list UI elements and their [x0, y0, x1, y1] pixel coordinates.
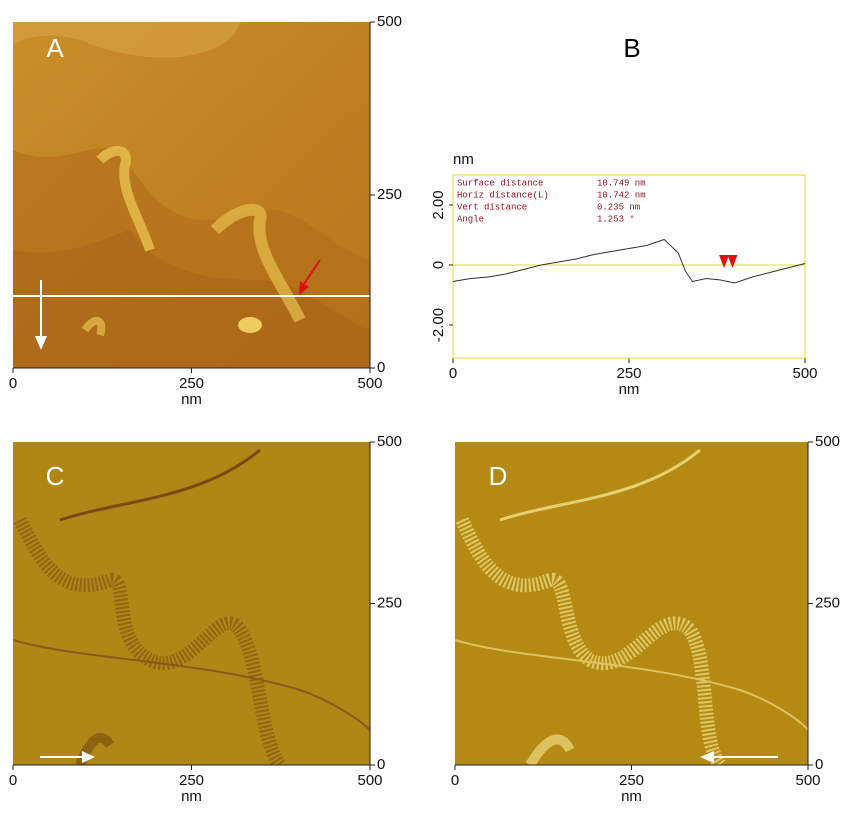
cursor-marker: [727, 255, 738, 268]
y-tick-label: 0: [430, 261, 447, 269]
profile-info: Horiz distance(L): [457, 190, 549, 200]
x-tick-label: 500: [792, 365, 817, 382]
y-axis-label: nm: [453, 151, 474, 168]
x-axis-label: nm: [619, 381, 640, 398]
x-tick-label: 0: [9, 772, 17, 789]
panel-label: D: [489, 461, 508, 491]
y-tick-label: 250: [815, 594, 840, 611]
x-tick-label: 250: [179, 772, 204, 789]
x-tick-label: 500: [357, 772, 382, 789]
x-axis-label: nm: [181, 391, 202, 408]
profile-info: 10.742 nm: [597, 190, 646, 200]
y-tick-label: 250: [377, 186, 402, 203]
panel-label: B: [623, 33, 640, 63]
y-tick-label: 500: [377, 13, 402, 30]
x-tick-label: 500: [357, 375, 382, 392]
panel-label: A: [46, 33, 64, 63]
cursor-marker: [719, 255, 730, 268]
y-tick-label: 0: [377, 756, 385, 773]
profile-info: Angle: [457, 214, 484, 224]
y-tick-label: 500: [815, 433, 840, 450]
x-tick-label: 250: [616, 365, 641, 382]
y-tick-label: 500: [377, 433, 402, 450]
x-tick-label: 0: [449, 365, 457, 382]
afm-image-d: [455, 442, 808, 765]
plot-frame: [452, 174, 806, 359]
profile-info: 1.253 °: [597, 214, 635, 224]
profile-info: Surface distance: [457, 178, 543, 188]
y-tick-label: 2.00: [430, 190, 447, 219]
y-tick-label: 0: [815, 756, 823, 773]
profile-line: [452, 238, 806, 284]
x-tick-label: 250: [179, 375, 204, 392]
x-tick-label: 0: [451, 772, 459, 789]
x-tick-label: 500: [795, 772, 820, 789]
y-tick-label: 250: [377, 594, 402, 611]
x-axis-label: nm: [181, 788, 202, 805]
profile-info: 10.749 nm: [597, 178, 646, 188]
x-tick-label: 250: [619, 772, 644, 789]
afm-image-c: [13, 442, 370, 765]
x-axis-label: nm: [621, 788, 642, 805]
afm-image-a: [13, 22, 370, 368]
profile-info: Vert distance: [457, 202, 527, 212]
panel-label: C: [46, 461, 65, 491]
y-tick-label: -2.00: [430, 308, 447, 342]
profile-info: 0.235 nm: [597, 202, 640, 212]
y-tick-label: 0: [377, 359, 385, 376]
x-tick-label: 0: [9, 375, 17, 392]
